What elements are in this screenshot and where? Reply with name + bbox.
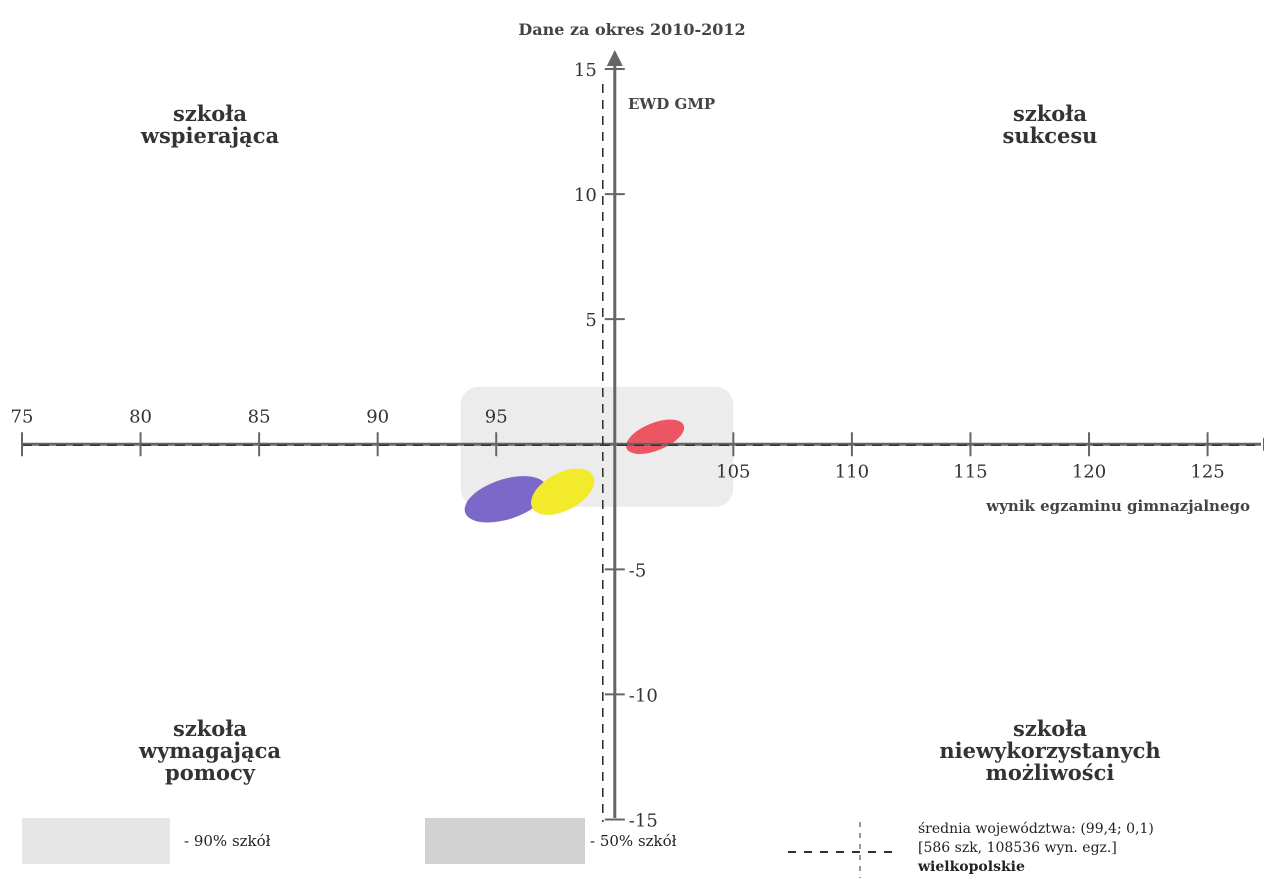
legend-mean-marker (788, 822, 896, 878)
quadrant-label-bottom-left: szkoła wymagająca pomocy (100, 718, 320, 784)
x-tick-label-115: 115 (953, 461, 987, 482)
legend-label-90: - 90% szkół (184, 832, 271, 850)
y-tick-label--15: -15 (629, 810, 658, 831)
quadrant-top-right-line-2: sukcesu (1002, 123, 1098, 148)
quadrant-top-right-line-1: szkoła (1013, 101, 1087, 126)
y-tick-label-10: 10 (574, 185, 597, 206)
legend-mean-text: średnia województwa: (99,4; 0,1) [586 sz… (918, 820, 1154, 877)
quadrant-label-bottom-right: szkoła niewykorzystanych możliwości (900, 718, 1200, 784)
y-tick-label-15: 15 (574, 60, 597, 81)
x-tick-label-120: 120 (1072, 461, 1106, 482)
y-axis-arrow (606, 50, 623, 66)
quadrant-bottom-right-line-1: szkoła (1013, 716, 1087, 741)
y-tick-label--10: -10 (629, 685, 658, 706)
quadrant-label-top-left: szkoła wspierająca (110, 103, 310, 147)
y-tick-label--5: -5 (629, 560, 647, 581)
ellipse-1 (531, 468, 595, 515)
legend-mean-line-1: średnia województwa: (99,4; 0,1) (918, 821, 1154, 837)
x-tick-label-105: 105 (716, 461, 750, 482)
x-tick-label-125: 125 (1190, 461, 1224, 482)
x-tick-label-85: 85 (248, 406, 271, 427)
quadrant-bottom-left-line-1: szkoła (173, 716, 247, 741)
chart-title: Dane za okres 2010-2012 (518, 20, 746, 39)
x-axis-label: wynik egzaminu gimnazjalnego (986, 497, 1250, 515)
legend-label-50: - 50% szkół (590, 832, 677, 850)
quadrant-top-left-line-2: wspierająca (140, 123, 280, 148)
x-tick-label-75: 75 (11, 406, 34, 427)
legend-swatch-50 (425, 818, 585, 864)
quadrant-bottom-right-line-2: niewykorzystanych (939, 738, 1161, 763)
quadrant-top-left-line-1: szkoła (173, 101, 247, 126)
quadrant-bottom-left-line-2: wymagająca (139, 738, 281, 763)
x-tick-label-90: 90 (366, 406, 389, 427)
x-tick-label-95: 95 (485, 406, 508, 427)
legend-mean-line-3: wielkopolskie (918, 859, 1025, 875)
y-tick-label-5: 5 (585, 310, 596, 331)
quadrant-bottom-right-line-3: możliwości (985, 760, 1115, 785)
y-axis-label: EWD GMP (628, 95, 716, 113)
legend-mean-line-2: [586 szk, 108536 wyn. egz.] (918, 840, 1117, 856)
x-tick-label-80: 80 (129, 406, 152, 427)
legend-swatch-90 (22, 818, 170, 864)
quadrant-bottom-left-line-3: pomocy (165, 760, 255, 785)
x-tick-label-110: 110 (835, 461, 869, 482)
quadrant-label-top-right: szkoła sukcesu (950, 103, 1150, 147)
ellipse-0 (464, 476, 547, 523)
